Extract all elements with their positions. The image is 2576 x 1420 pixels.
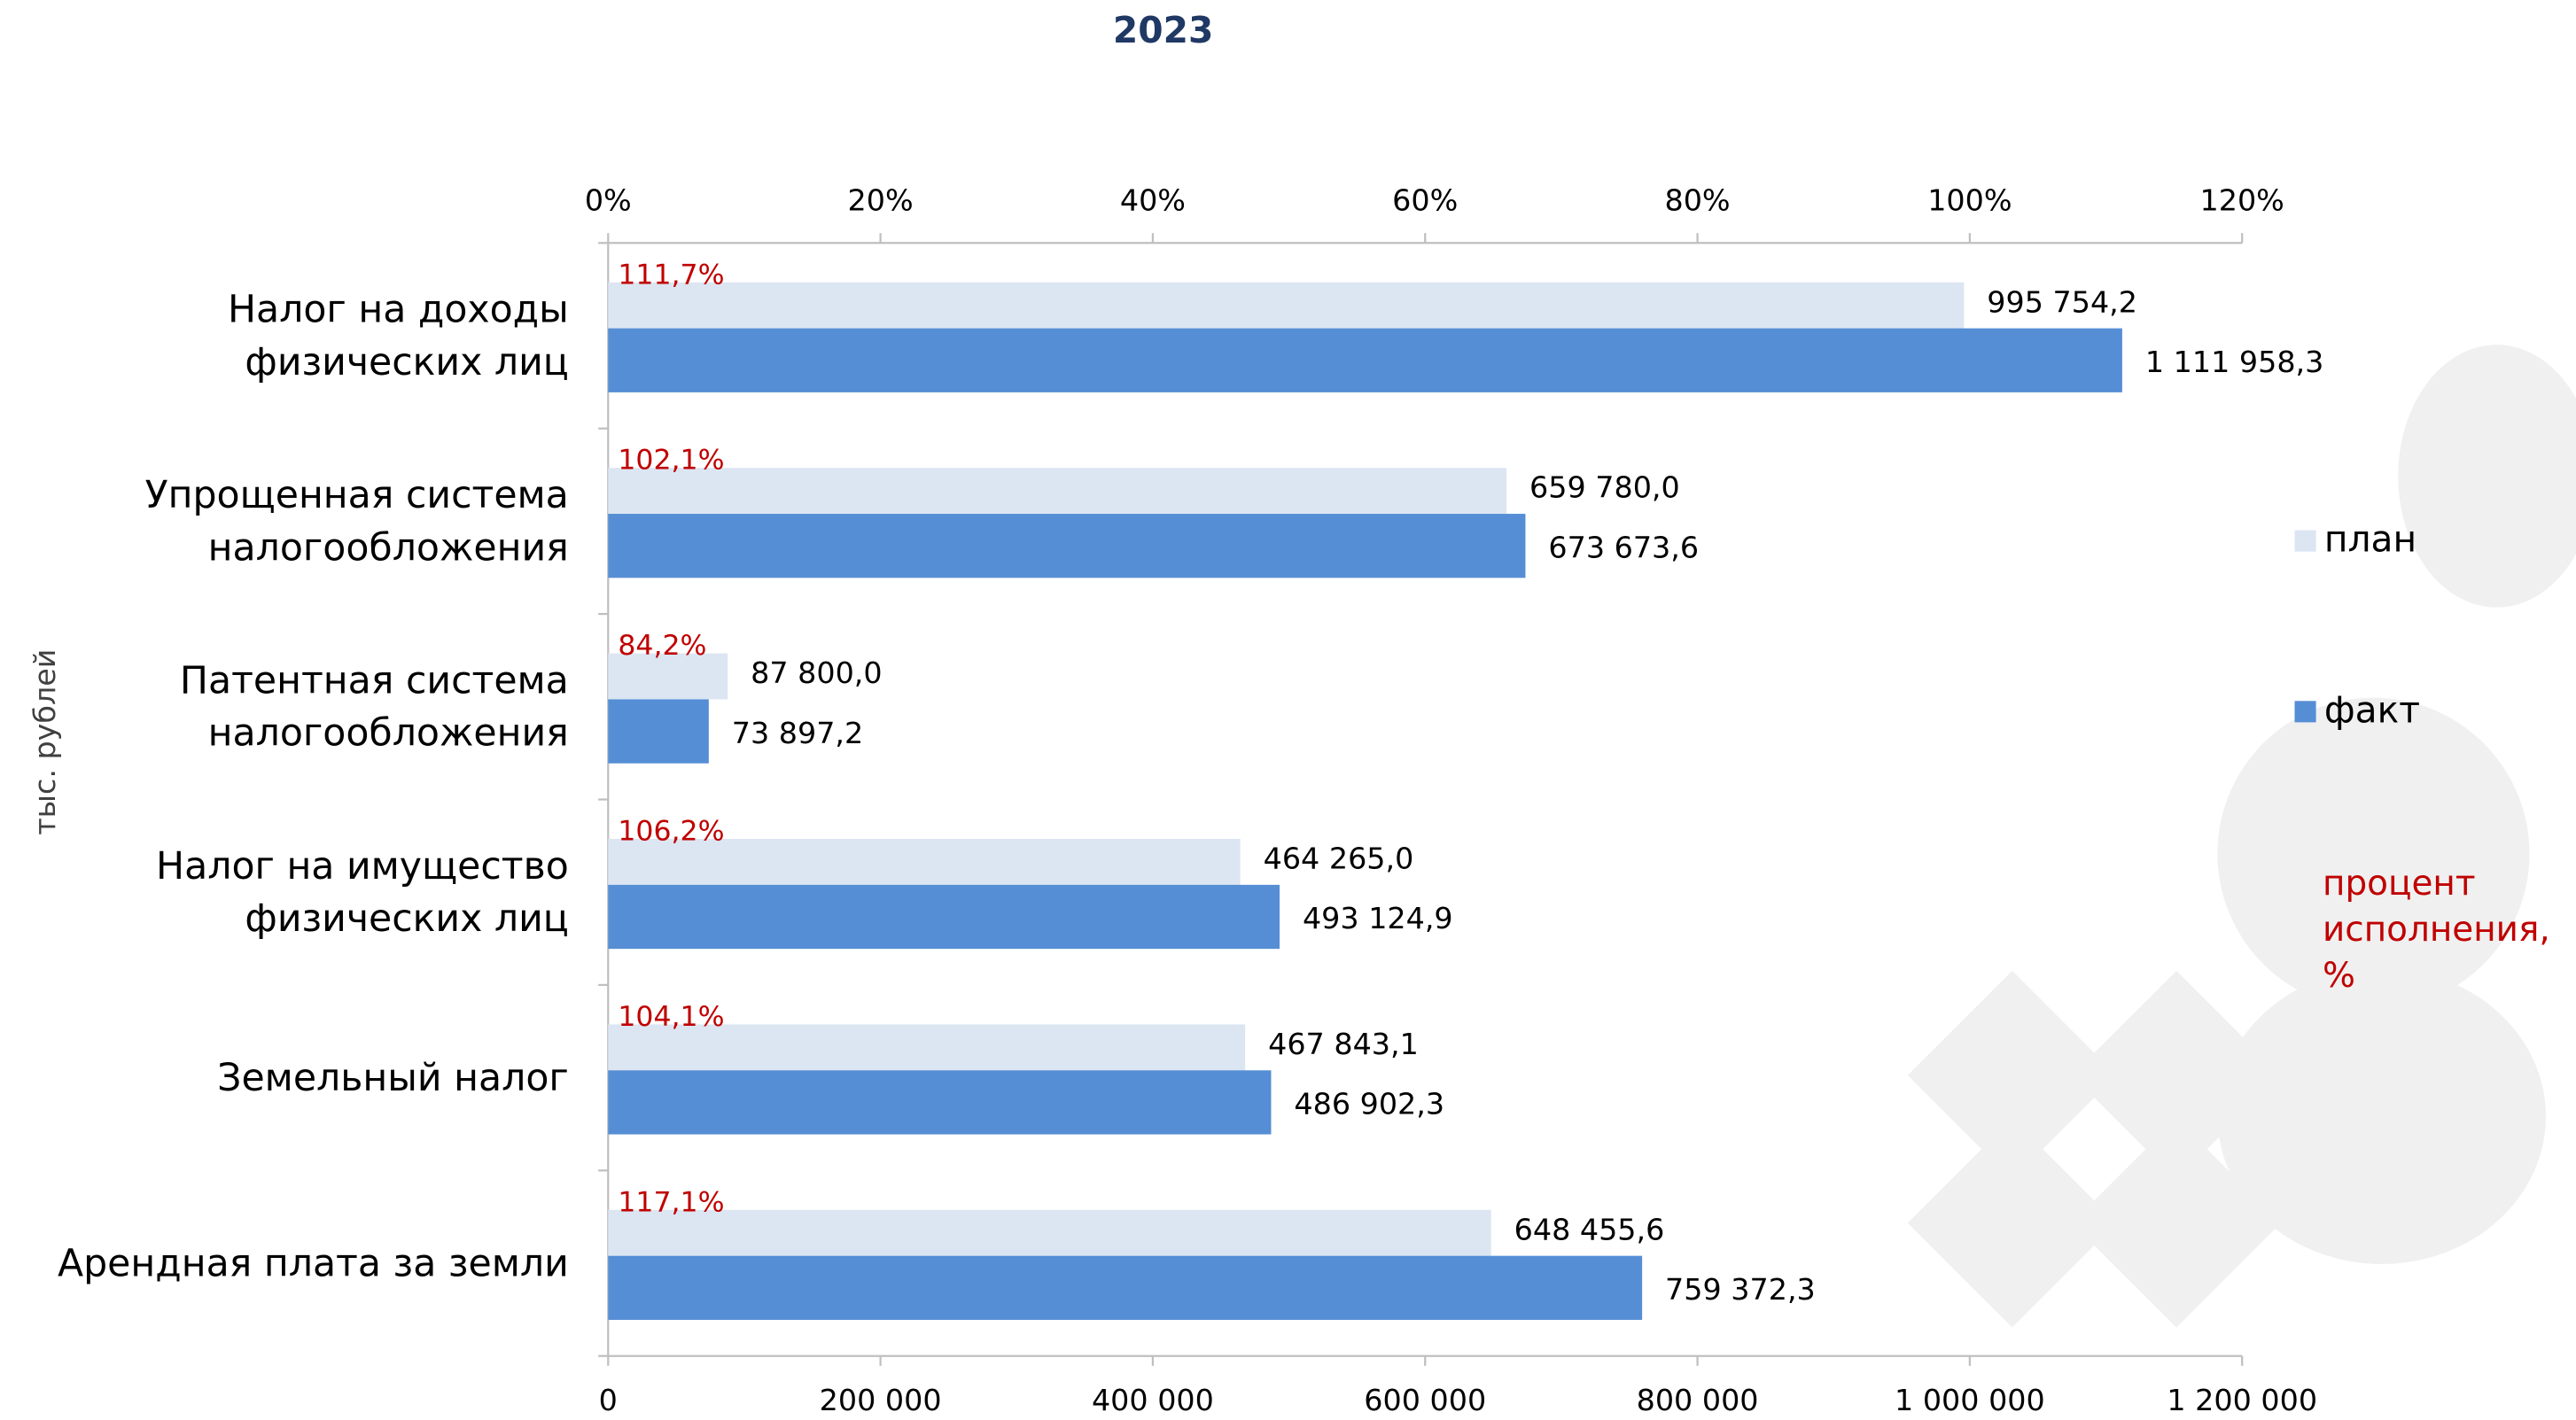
chart-title: 2023: [1113, 9, 1213, 51]
value-label: 1 111 958,3: [2145, 345, 2324, 379]
legend-item: процент исполнения, %: [2323, 860, 2575, 1024]
value-label: 467 843,1: [1268, 1027, 1419, 1061]
bar: [608, 283, 1964, 329]
category-label: Земельный налог: [217, 1056, 569, 1100]
legend-label: процент исполнения, %: [2323, 860, 2575, 998]
value-label: 464 265,0: [1264, 842, 1414, 876]
page: {"chart_data": {"type": "bar", "orientat…: [0, 0, 2576, 1420]
legend-label: факт: [2324, 688, 2420, 731]
x-tick-label: 400 000: [1092, 1383, 1214, 1417]
percent-label: 84,2%: [618, 630, 706, 662]
x2-tick-label: 0%: [585, 182, 632, 217]
bar: [608, 699, 709, 763]
x2-tick-label: 60%: [1392, 182, 1458, 217]
percent-label: 102,1%: [618, 445, 724, 477]
y-axis-label: тыс. рублей: [27, 649, 62, 835]
bar: [608, 1256, 1642, 1320]
x2-tick-label: 100%: [1927, 182, 2012, 217]
bar: [608, 468, 1506, 514]
legend-swatch: [2294, 531, 2315, 552]
category-label: Упрощенная система: [145, 473, 569, 517]
background-decoration: [1908, 345, 2576, 1327]
bar: [608, 514, 1525, 578]
category-label: налогообложения: [208, 711, 569, 756]
category-label: физических лиц: [245, 340, 568, 384]
bar: [608, 1210, 1490, 1256]
value-label: 493 124,9: [1303, 901, 1453, 935]
percent-label: 111,7%: [618, 259, 724, 291]
bar: [608, 329, 2122, 392]
x-tick-label: 1 200 000: [2167, 1383, 2317, 1417]
x-tick-label: 600 000: [1364, 1383, 1486, 1417]
x-tick-label: 0: [599, 1383, 618, 1417]
value-label: 648 455,6: [1514, 1212, 1665, 1246]
x2-tick-label: 120%: [2200, 182, 2284, 217]
percent-label: 117,1%: [618, 1186, 724, 1218]
x-tick-label: 200 000: [820, 1383, 942, 1417]
value-label: 659 780,0: [1529, 470, 1680, 505]
value-label: 995 754,2: [1987, 284, 2137, 319]
value-label: 87 800,0: [751, 656, 882, 690]
x-tick-label: 1 000 000: [1895, 1383, 2045, 1417]
value-label: 673 673,6: [1548, 530, 1699, 564]
x2-tick-label: 80%: [1664, 182, 1730, 217]
category-label: физических лиц: [245, 896, 568, 941]
category-label: налогообложения: [208, 525, 569, 570]
category-label: Арендная плата за земли: [58, 1241, 569, 1285]
percent-label: 104,1%: [618, 1001, 724, 1033]
value-label: 486 902,3: [1294, 1087, 1444, 1121]
value-label: 73 897,2: [732, 716, 863, 750]
legend-swatch: [2294, 701, 2315, 722]
percent-label: 106,2%: [618, 816, 724, 848]
x-tick-label: 800 000: [1637, 1383, 1759, 1417]
chart: 2023 тыс. рублей 0 200 000 400 000 600 000 8…: [0, 0, 2576, 1420]
bar: [608, 1070, 1271, 1134]
bar: [608, 885, 1280, 949]
category-label: Патентная система: [180, 658, 569, 702]
value-label: 759 372,3: [1665, 1272, 1816, 1307]
category-label: Налог на доходы: [228, 288, 569, 332]
legend-label: план: [2324, 518, 2416, 561]
x2-tick-label: 40%: [1120, 182, 1186, 217]
category-label: Налог на имущество: [156, 844, 569, 888]
x2-tick-label: 20%: [848, 182, 914, 217]
